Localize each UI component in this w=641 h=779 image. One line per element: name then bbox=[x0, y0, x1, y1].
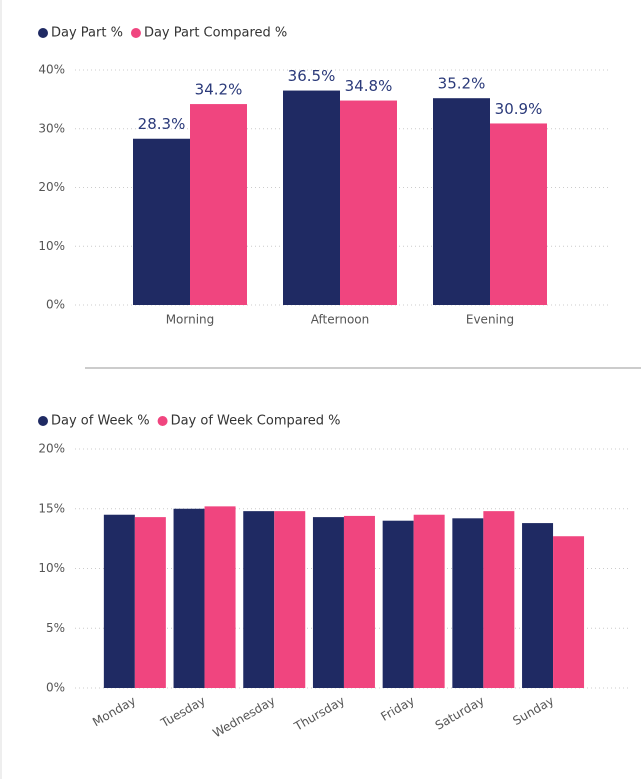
x-tick-label: Friday bbox=[378, 694, 417, 724]
bar bbox=[312, 517, 344, 688]
data-label: 28.3% bbox=[138, 115, 186, 133]
x-tick-label: Afternoon bbox=[311, 313, 370, 327]
legend-marker bbox=[38, 28, 48, 38]
bar bbox=[522, 523, 554, 688]
bar bbox=[204, 506, 236, 688]
x-tick-label: Morning bbox=[166, 313, 215, 327]
legend-marker bbox=[38, 416, 48, 426]
legend-label: Day Part Compared % bbox=[144, 26, 287, 41]
y-tick-label: 5% bbox=[46, 621, 65, 635]
y-tick-label: 40% bbox=[38, 63, 65, 77]
data-label: 35.2% bbox=[438, 75, 486, 93]
y-tick-label: 0% bbox=[46, 681, 65, 695]
bar bbox=[103, 514, 135, 688]
x-tick-label: Evening bbox=[466, 313, 514, 327]
bar bbox=[413, 514, 445, 688]
bar bbox=[283, 90, 340, 305]
bar bbox=[553, 536, 585, 688]
bar bbox=[190, 104, 247, 305]
bar bbox=[173, 508, 205, 688]
y-tick-label: 30% bbox=[38, 121, 65, 135]
data-label: 34.8% bbox=[345, 77, 393, 95]
x-tick-label: Monday bbox=[90, 694, 138, 730]
y-tick-label: 10% bbox=[38, 239, 65, 253]
bar bbox=[134, 517, 166, 688]
bar bbox=[133, 138, 190, 305]
x-tick-label: Saturday bbox=[433, 694, 487, 733]
legend-marker bbox=[157, 416, 168, 426]
legend-marker bbox=[130, 28, 141, 38]
legend-label: Day of Week Compared % bbox=[171, 414, 341, 429]
x-tick-label: Sunday bbox=[510, 694, 556, 729]
y-tick-label: 20% bbox=[38, 442, 65, 456]
bar bbox=[483, 511, 515, 688]
y-tick-label: 20% bbox=[38, 180, 65, 194]
bar bbox=[343, 515, 375, 688]
data-label: 30.9% bbox=[495, 100, 543, 118]
bar bbox=[433, 98, 490, 305]
data-label: 36.5% bbox=[288, 67, 336, 85]
bar bbox=[340, 100, 397, 305]
bar bbox=[243, 511, 275, 688]
y-tick-label: 0% bbox=[46, 298, 65, 312]
bar bbox=[452, 518, 484, 688]
legend-label: Day Part % bbox=[51, 26, 123, 41]
bar bbox=[382, 520, 414, 688]
legend-label: Day of Week % bbox=[51, 414, 150, 429]
data-label: 34.2% bbox=[195, 81, 243, 99]
x-tick-label: Thursday bbox=[291, 694, 347, 735]
bar bbox=[274, 511, 306, 688]
bar bbox=[490, 123, 547, 306]
x-tick-label: Wednesday bbox=[210, 694, 277, 741]
y-tick-label: 10% bbox=[38, 561, 65, 575]
y-tick-label: 15% bbox=[38, 501, 65, 515]
x-tick-label: Tuesday bbox=[158, 694, 208, 731]
